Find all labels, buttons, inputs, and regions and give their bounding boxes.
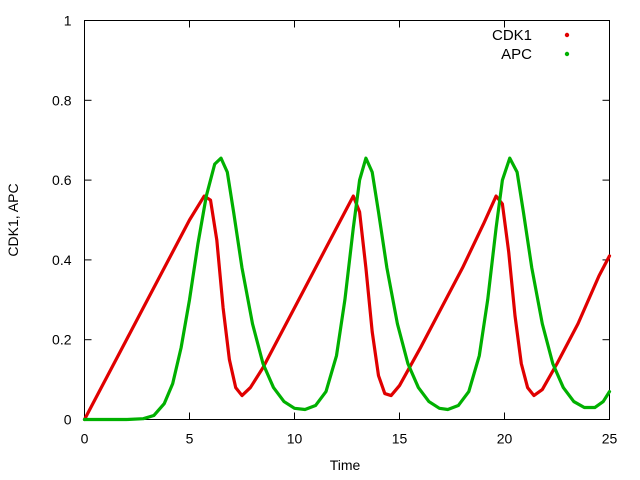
y-tick-label: 0.6 <box>52 172 72 188</box>
x-tick-label: 25 <box>602 431 618 447</box>
series-line-apc <box>82 156 612 422</box>
x-tick-label: 15 <box>392 431 408 447</box>
y-tick-label: 0.4 <box>52 252 72 268</box>
y-tick-label: 0 <box>64 412 72 428</box>
legend-label-apc: APC <box>501 46 532 63</box>
legend: CDK1 APC <box>492 27 570 63</box>
series-layer <box>82 156 612 422</box>
x-tick-label: 20 <box>497 431 513 447</box>
x-tick-label: 10 <box>287 431 303 447</box>
x-tick-label: 5 <box>186 431 194 447</box>
y-tick-label: 1 <box>64 13 72 29</box>
axis-ticks: 0 5 10 15 20 25 0 0.2 0.4 0.6 0.8 1 <box>52 13 617 447</box>
plot-frame <box>84 20 610 420</box>
legend-marker-cdk1 <box>564 32 570 38</box>
y-axis-title: CDK1, APC <box>5 183 21 256</box>
series-line-cdk1 <box>82 194 612 422</box>
legend-marker-apc <box>564 51 570 57</box>
y-tick-label: 0.8 <box>52 92 72 108</box>
x-axis-title: Time <box>330 457 361 473</box>
x-tick-label: 0 <box>81 431 89 447</box>
y-tick-label: 0.2 <box>52 332 72 348</box>
legend-label-cdk1: CDK1 <box>492 27 532 44</box>
